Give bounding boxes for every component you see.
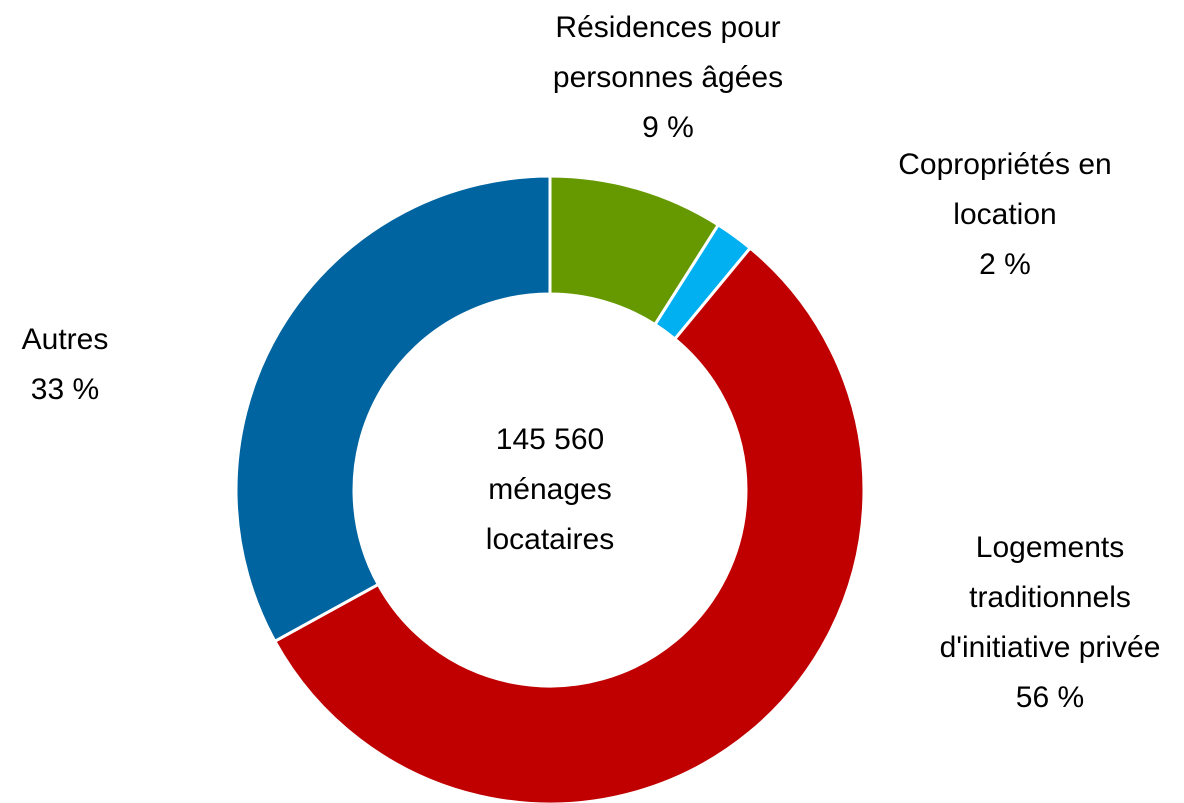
donut-slice (234, 174, 552, 644)
donut-slice (272, 245, 866, 803)
slice-label: Copropriétés en location 2 % (885, 140, 1125, 290)
value-label: 2 % (979, 248, 1031, 281)
category-label: Résidences pour personnes âgées (552, 11, 784, 94)
slice-label: Autres 33 % (5, 315, 125, 415)
center-label: 145 560 ménages locataires (485, 423, 615, 556)
slice-label: Logements traditionnels d'initiative pri… (925, 523, 1175, 723)
value-label: 33 % (30, 373, 100, 406)
category-label: Logements traditionnels d'initiative pri… (939, 531, 1161, 664)
value-label: 56 % (1015, 681, 1085, 714)
slice-label: Résidences pour personnes âgées 9 % (548, 3, 788, 153)
category-label: Autres (21, 323, 109, 356)
value-label: 9 % (642, 111, 694, 144)
category-label: Copropriétés en location (898, 148, 1112, 231)
